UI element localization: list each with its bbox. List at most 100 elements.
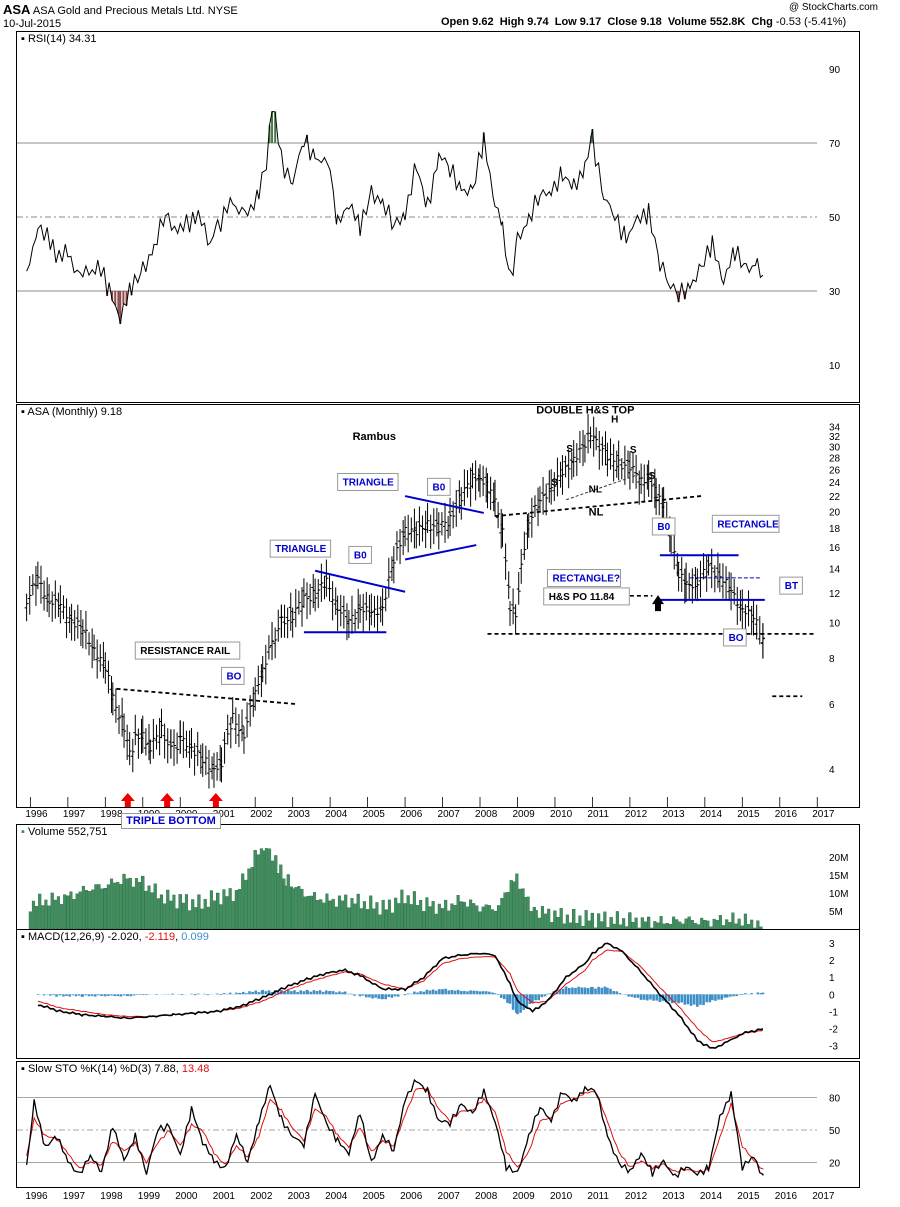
stochastic-chart: 20 50 80 xyxy=(17,1078,841,1179)
volume-bar xyxy=(172,894,176,929)
macd-histogram-bar xyxy=(583,987,587,995)
volume-bar xyxy=(163,903,167,929)
macd-histogram-bar xyxy=(540,994,544,998)
volume-bar xyxy=(85,891,89,929)
high-value: High 9.74 xyxy=(499,16,549,28)
volume-bar xyxy=(690,920,694,929)
macd-histogram-bar xyxy=(299,990,303,995)
volume-bar xyxy=(203,898,207,929)
volume-bar xyxy=(241,873,245,929)
macd-histogram-bar xyxy=(283,991,287,995)
macd-histogram-bar xyxy=(248,991,251,995)
volume-bar xyxy=(138,881,142,929)
volume-bar xyxy=(534,910,538,929)
breakout-2-label: B0 xyxy=(433,482,446,493)
volume-bar xyxy=(512,881,516,929)
volume-bar xyxy=(366,909,370,929)
volume-bar xyxy=(279,864,283,929)
breakout-1-label-box xyxy=(348,545,372,564)
rambus-label: Rambus xyxy=(353,431,396,443)
x-tick-label: 2014 xyxy=(699,809,723,820)
volume-bar xyxy=(672,916,676,929)
volume-bar xyxy=(197,894,201,929)
volume-bar xyxy=(653,921,657,929)
volume-bar xyxy=(450,903,454,929)
macd-histogram-bar xyxy=(586,988,590,995)
macd-histogram-bar xyxy=(630,994,634,997)
volume-bar xyxy=(125,878,129,929)
x-tick-label: 2007 xyxy=(437,1191,460,1202)
volume-bar xyxy=(387,899,391,929)
ohlc-summary: Open 9.62 High 9.74 Low 9.17 Close 9.18 … xyxy=(441,16,846,28)
y-tick-label: 3 xyxy=(829,939,835,950)
macd-histogram-bar xyxy=(481,991,485,995)
volume-bar xyxy=(469,899,473,929)
macd-histogram-bar xyxy=(142,994,145,996)
volume-bar xyxy=(478,911,482,929)
macd-histogram-bar xyxy=(393,994,397,997)
macd-histogram-bar xyxy=(600,987,604,995)
rectangle-label: RECTANGLE xyxy=(717,519,779,530)
y-tick-label: 5M xyxy=(829,907,843,918)
volume-bar xyxy=(341,900,345,929)
macd-histogram-bar xyxy=(219,994,223,996)
x-tick-label: 2008 xyxy=(475,1191,498,1202)
macd-histogram-bar xyxy=(77,994,81,996)
macd-histogram-bar xyxy=(696,994,699,1007)
macd-histogram-bar xyxy=(276,991,280,995)
volume-bar xyxy=(640,917,644,929)
volume-bar xyxy=(156,898,160,929)
y-tick-label: 10 xyxy=(829,618,841,629)
volume-bar xyxy=(447,910,451,929)
volume-bar xyxy=(422,911,426,929)
macd-histogram-bar xyxy=(493,993,497,995)
macd-histogram-bar xyxy=(42,994,46,996)
volume-bar xyxy=(316,900,320,929)
volume-bar xyxy=(81,885,85,929)
macd-histogram-bar xyxy=(496,994,500,995)
volume-bar xyxy=(94,884,98,929)
y-tick-label: 34 xyxy=(829,422,841,433)
y-tick-label: 10 xyxy=(829,361,841,372)
volume-bar xyxy=(300,888,304,929)
triangle-2-label-box xyxy=(337,472,399,491)
y-tick-label: -1 xyxy=(829,1007,838,1018)
macd-histogram-bar xyxy=(384,994,388,1000)
volume-bar xyxy=(378,914,382,929)
macd-histogram-bar xyxy=(508,994,512,1004)
volume-bar xyxy=(722,925,726,929)
macd-signal-value: -2.119 xyxy=(144,931,176,943)
volume-bar xyxy=(503,892,507,929)
volume-bar xyxy=(440,908,445,929)
company-name: ASA Gold and Precious Metals Ltd. xyxy=(32,5,205,17)
volume-bar xyxy=(309,895,313,929)
volume-bar xyxy=(712,918,716,929)
volume-bar xyxy=(347,907,351,929)
macd-label: ▪ MACD(12,26,9) -2.020, -2.119, 0.099 xyxy=(21,931,209,943)
macd-histogram-bar xyxy=(238,992,242,995)
macd-histogram-bar xyxy=(655,994,658,1001)
volume-bar xyxy=(312,892,317,929)
macd-histogram-bar xyxy=(729,994,732,997)
x-tick-label: 2017 xyxy=(812,1191,835,1202)
rsi-label-text: RSI(14) 34.31 xyxy=(27,33,97,45)
volume-panel: ▪ Volume 552,751 5M 10M 15M 20M xyxy=(16,824,860,930)
macd-histogram-bar xyxy=(286,990,290,995)
macd-histogram-bar xyxy=(235,992,238,995)
macd-histogram-bar xyxy=(714,994,717,1001)
macd-histogram-bar xyxy=(558,989,562,995)
x-tick-label: 1996 xyxy=(25,809,48,820)
change-label: Chg xyxy=(751,16,773,28)
double-hs-top-title: DOUBLE H&S TOP xyxy=(536,405,634,417)
volume-bar xyxy=(675,919,679,929)
open-value: Open 9.62 xyxy=(441,16,494,28)
y-tick-label: 6 xyxy=(829,700,835,711)
macd-histogram-bar xyxy=(155,994,158,995)
macd-histogram-bar xyxy=(296,991,299,995)
neckline-1-label: NL xyxy=(589,484,602,495)
volume-bar xyxy=(134,878,139,929)
volume-bar xyxy=(141,876,145,929)
volume-bar xyxy=(294,887,298,929)
x-tick-label: 2003 xyxy=(287,809,310,820)
resistance-rail-line xyxy=(116,687,297,705)
